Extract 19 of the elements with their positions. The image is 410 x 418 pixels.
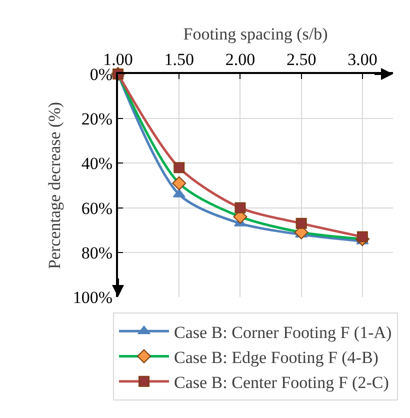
x-tick-label: 1.50 (164, 50, 194, 70)
y-tick-label: 60% (81, 198, 113, 218)
y-tick-label: 40% (81, 154, 113, 174)
y-axis-title: Percentage decrease (%) (44, 102, 64, 270)
point (234, 202, 246, 214)
legend-label: Case B: Edge Footing F (4-B) (174, 348, 378, 367)
y-tick-label: 100% (72, 288, 113, 307)
point (296, 218, 307, 229)
x-axis-title: Footing spacing (s/b) (183, 24, 328, 44)
x-tick-label: 3.00 (348, 50, 378, 70)
point (174, 162, 185, 174)
x-tick-label: 2.00 (225, 50, 256, 70)
y-tick-label: 20% (81, 110, 113, 129)
legend-label: Case B: Corner Footing F (1-A) (174, 322, 392, 342)
x-tick-label: 2.50 (286, 50, 316, 70)
point (356, 231, 368, 242)
legend-label: Case B: Center Footing F (2-C) (174, 372, 389, 392)
y-tick-label: 80% (81, 243, 113, 262)
point (172, 176, 186, 190)
